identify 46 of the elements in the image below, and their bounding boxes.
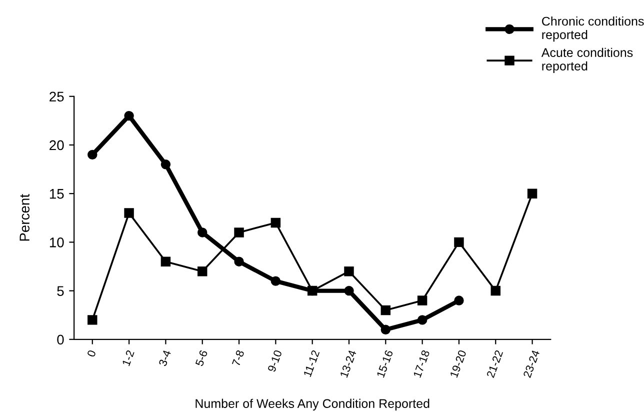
x-tick-label: 19-20 <box>450 350 466 378</box>
point <box>344 286 354 296</box>
y-tick-label: 0 <box>57 334 64 345</box>
x-tick-label: 0 <box>86 350 96 358</box>
point <box>270 276 281 286</box>
point <box>124 208 134 218</box>
x-tick-label: 1-2 <box>122 350 134 366</box>
y-tick-label: 5 <box>57 286 64 296</box>
point <box>270 218 281 228</box>
point <box>198 228 208 238</box>
point <box>454 296 464 306</box>
point <box>307 286 318 296</box>
point <box>417 296 428 306</box>
legend-label: Acute conditions reported <box>541 48 633 73</box>
x-tick-label: 7-8 <box>232 350 244 366</box>
y-tick-label: 10 <box>50 238 64 248</box>
x-tick-label: 3-4 <box>158 350 172 367</box>
point <box>454 237 464 248</box>
point <box>380 324 391 335</box>
point <box>160 256 171 266</box>
x-tick-label: 11-12 <box>303 350 320 377</box>
y-tick-label: 20 <box>50 140 64 150</box>
point <box>124 110 134 121</box>
point <box>88 315 98 325</box>
y-tick-label: 15 <box>50 189 64 199</box>
x-axis-title: Number of Weeks Any Condition Reported <box>196 398 430 410</box>
x-tick-label: 13-24 <box>340 350 357 378</box>
point <box>344 266 354 276</box>
point <box>527 188 538 198</box>
legend-label: Chronic conditions reported <box>542 16 644 42</box>
point <box>88 150 98 160</box>
point <box>234 256 244 266</box>
point <box>417 315 428 325</box>
y-axis-title: Percent <box>20 194 30 241</box>
point <box>198 266 208 276</box>
x-tick-label: 9-10 <box>267 350 282 372</box>
x-tick-label: 5-6 <box>195 350 208 367</box>
point <box>160 160 171 170</box>
x-tick-label: 15-16 <box>376 350 394 378</box>
x-tick-label: 17-18 <box>413 350 430 378</box>
point <box>490 286 500 296</box>
point <box>234 228 244 238</box>
y-tick-label: 25 <box>50 92 64 102</box>
x-tick-label: 23-24 <box>523 350 540 378</box>
point <box>380 305 391 316</box>
x-tick-label: 21-22 <box>486 350 503 378</box>
